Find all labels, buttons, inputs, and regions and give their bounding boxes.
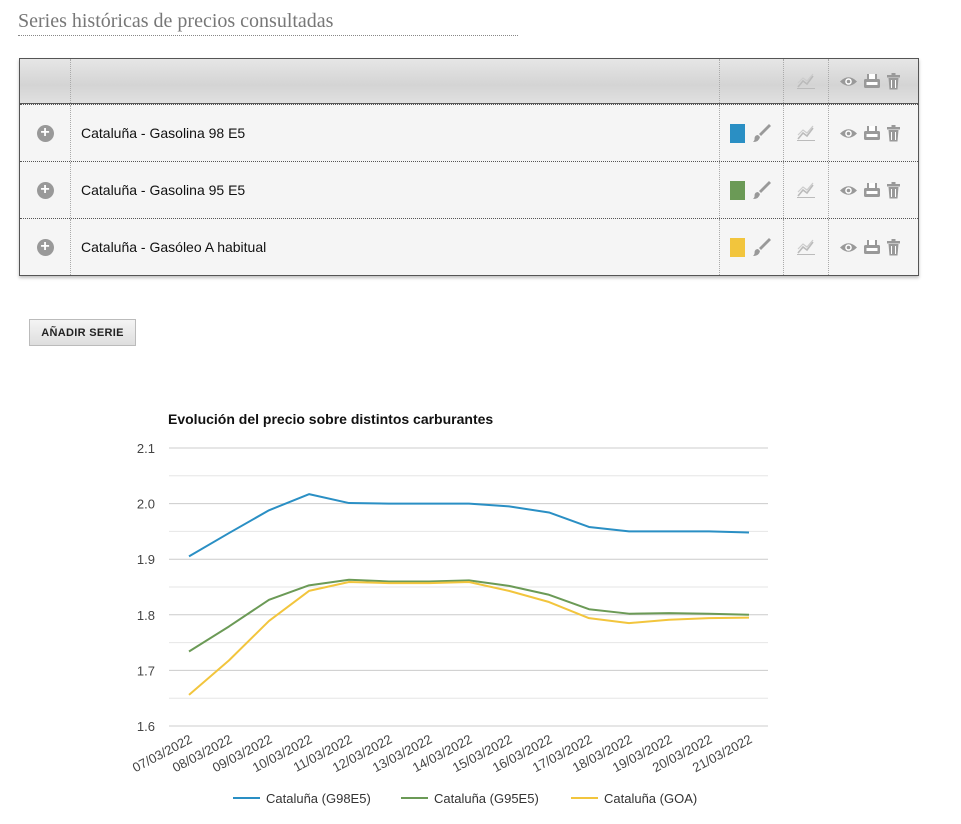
trash-icon[interactable]	[886, 238, 901, 256]
chart-compare-icon[interactable]	[797, 125, 815, 141]
brush-icon[interactable]	[751, 123, 771, 143]
actions-cell	[829, 219, 918, 275]
table-row: + Cataluña - Gasolina 95 E5	[20, 161, 918, 218]
header-compare-cell	[784, 59, 829, 103]
trash-icon[interactable]	[886, 181, 901, 199]
series-line	[188, 493, 750, 558]
series-name: Cataluña - Gasóleo A habitual	[71, 219, 720, 275]
save-icon[interactable]	[863, 182, 881, 198]
legend-label: Cataluña (G95E5)	[434, 791, 539, 806]
table-row: + Cataluña - Gasóleo A habitual	[20, 218, 918, 275]
legend-label: Cataluña (GOA)	[604, 791, 697, 806]
brush-icon[interactable]	[751, 180, 771, 200]
eye-icon[interactable]	[839, 241, 858, 254]
save-icon[interactable]	[863, 125, 881, 141]
color-cell	[720, 219, 784, 275]
table-row: + Cataluña - Gasolina 98 E5	[20, 104, 918, 161]
save-icon[interactable]	[863, 239, 881, 255]
y-tick-label: 1.6	[137, 719, 155, 734]
legend-label: Cataluña (G98E5)	[266, 791, 371, 806]
header-expand-cell	[20, 59, 71, 103]
eye-icon[interactable]	[839, 127, 858, 140]
series-line	[188, 580, 750, 696]
color-cell	[720, 162, 784, 218]
compare-cell	[784, 105, 829, 161]
compare-cell	[784, 162, 829, 218]
color-cell	[720, 105, 784, 161]
series-name: Cataluña - Gasolina 95 E5	[71, 162, 720, 218]
actions-cell	[829, 162, 918, 218]
chart-compare-icon[interactable]	[797, 239, 815, 255]
price-chart: Evolución del precio sobre distintos car…	[130, 411, 768, 806]
color-swatch[interactable]	[730, 123, 745, 143]
color-swatch[interactable]	[730, 237, 745, 257]
expand-cell: +	[20, 219, 71, 275]
page-title: Series históricas de precios consultadas	[18, 8, 518, 36]
chart-compare-icon[interactable]	[797, 182, 815, 198]
color-swatch[interactable]	[730, 180, 745, 200]
table-header	[20, 59, 918, 104]
y-tick-label: 2.0	[137, 497, 155, 512]
expand-cell: +	[20, 162, 71, 218]
y-tick-label: 2.1	[137, 441, 155, 456]
brush-icon[interactable]	[751, 237, 771, 257]
eye-icon[interactable]	[839, 75, 858, 88]
y-tick-label: 1.8	[137, 608, 155, 623]
header-actions-cell	[829, 59, 918, 103]
chart-compare-icon[interactable]	[797, 73, 815, 89]
compare-cell	[784, 219, 829, 275]
eye-icon[interactable]	[839, 184, 858, 197]
y-tick-label: 1.9	[137, 552, 155, 567]
series-name: Cataluña - Gasolina 98 E5	[71, 105, 720, 161]
add-series-button[interactable]: AÑADIR SERIE	[29, 319, 136, 346]
plus-circle-icon[interactable]: +	[36, 181, 54, 199]
trash-icon[interactable]	[886, 72, 901, 90]
chart-title: Evolución del precio sobre distintos car…	[168, 411, 493, 427]
header-color-cell	[720, 59, 784, 103]
y-tick-label: 1.7	[137, 663, 155, 678]
plus-circle-icon[interactable]: +	[36, 238, 54, 256]
plus-circle-icon[interactable]: +	[36, 124, 54, 142]
actions-cell	[829, 105, 918, 161]
trash-icon[interactable]	[886, 124, 901, 142]
series-table: + Cataluña - Gasolina 98 E5 + Cataluña -…	[19, 58, 919, 276]
series-line	[188, 578, 750, 653]
header-name-cell	[71, 59, 720, 103]
save-icon[interactable]	[863, 73, 881, 89]
expand-cell: +	[20, 105, 71, 161]
